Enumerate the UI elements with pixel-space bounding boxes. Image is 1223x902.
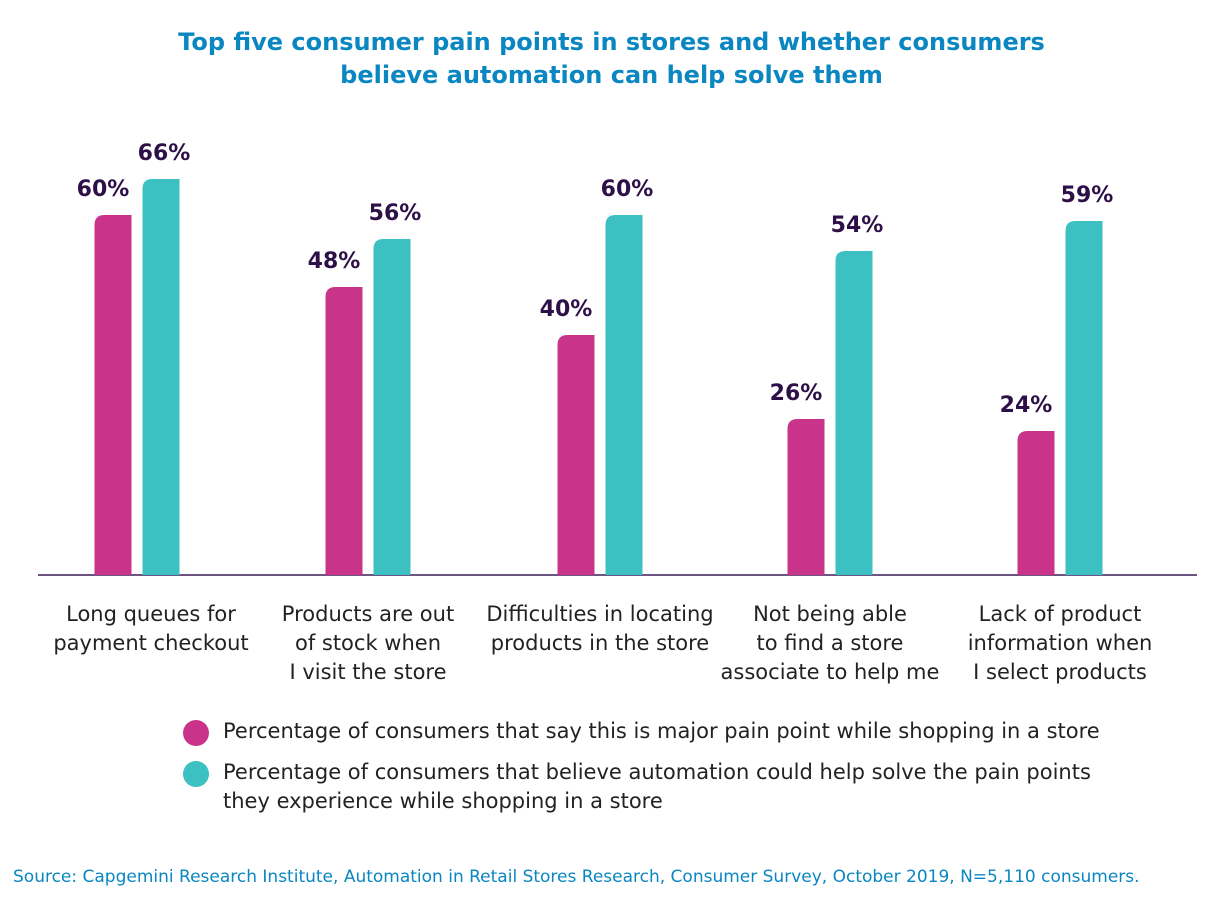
pain-point-bar-4 <box>787 419 825 575</box>
automation-bar-3 <box>605 215 643 575</box>
pain-point-value-label-5: 24% <box>1000 393 1053 418</box>
category-label-line: payment checkout <box>53 631 249 655</box>
chart-title: Top five consumer pain points in stores … <box>0 26 1223 92</box>
legend-swatch-magenta <box>183 720 209 746</box>
category-label-1: Long queues for payment checkout <box>36 600 266 658</box>
category-label-2: Products are out of stock when I visit the… <box>253 600 483 687</box>
category-label-3: Difficulties in locating products in the … <box>485 600 715 658</box>
pain-point-bar-1 <box>94 215 132 575</box>
bar-chart: 60% 48% 40% 26% 24% 66% 56% 60% 54% 59% <box>38 141 1197 576</box>
category-label-line: Products are out <box>281 602 455 626</box>
category-label-line: of stock when <box>294 631 442 655</box>
category-label-line: Not being able <box>753 602 907 626</box>
category-label-line: I select products <box>973 660 1147 684</box>
category-label-line: Difficulties in locating <box>486 602 714 626</box>
automation-value-label-5: 59% <box>1061 183 1114 208</box>
category-label-line: associate to help me <box>720 660 940 684</box>
legend-swatch-teal <box>183 761 209 787</box>
source-note: Source: Capgemini Research Institute, Au… <box>13 867 1140 887</box>
automation-value-label-4: 54% <box>831 213 884 238</box>
legend-label-line: they experience while shopping in a stor… <box>223 789 663 813</box>
category-label-line: Long queues for <box>66 602 236 626</box>
automation-value-label-1: 66% <box>138 141 191 166</box>
chart-title-line-1: Top five consumer pain points in stores … <box>178 28 1045 56</box>
legend-item-automation: Percentage of consumers that believe aut… <box>183 758 1100 816</box>
category-label-line: products in the store <box>490 631 710 655</box>
category-label-line: I visit the store <box>289 660 447 684</box>
automation-bar-5 <box>1065 221 1103 575</box>
automation-value-label-3: 60% <box>601 177 654 202</box>
pain-point-bar-5 <box>1017 431 1055 575</box>
pain-point-value-label-1: 60% <box>77 177 130 202</box>
category-label-line: to find a store <box>756 631 904 655</box>
pain-point-value-label-3: 40% <box>540 297 593 322</box>
category-label-4: Not being able to find a store associate t… <box>715 600 945 687</box>
category-label-line: Lack of product <box>978 602 1142 626</box>
pain-point-value-label-2: 48% <box>308 249 361 274</box>
automation-bar-1 <box>142 179 180 575</box>
automation-bar-2 <box>373 239 411 575</box>
pain-point-value-label-4: 26% <box>770 381 823 406</box>
chart-title-line-2: believe automation can help solve them <box>340 61 883 89</box>
legend-label-line: Percentage of consumers that believe aut… <box>223 760 1091 784</box>
legend-item-pain-point: Percentage of consumers that say this is… <box>183 717 1100 746</box>
pain-point-bar-2 <box>325 287 363 575</box>
legend-label-line: Percentage of consumers that say this is… <box>223 719 1100 743</box>
category-label-line: information when <box>967 631 1153 655</box>
category-label-5: Lack of product information when I select … <box>945 600 1175 687</box>
pain-point-bar-3 <box>557 335 595 575</box>
legend: Percentage of consumers that say this is… <box>183 717 1100 828</box>
automation-value-label-2: 56% <box>369 201 422 226</box>
automation-bar-4 <box>835 251 873 575</box>
